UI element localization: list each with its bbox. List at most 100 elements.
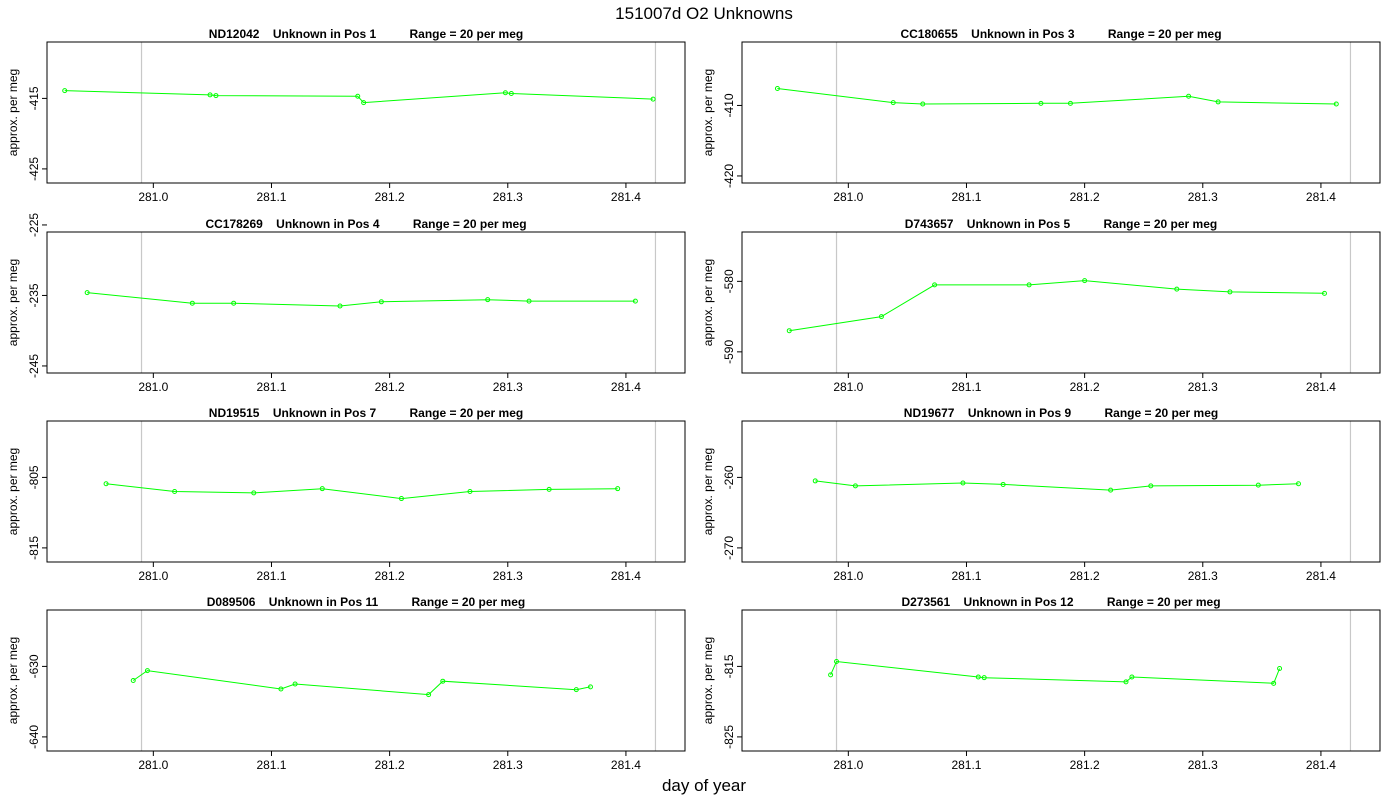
data-point	[144, 668, 150, 674]
x-tick-label: 281.4	[1306, 380, 1336, 394]
data-point	[920, 101, 926, 107]
panel-title: ND19515 Unknown in Pos 7 Range = 20 per …	[209, 406, 523, 420]
panel-7: D089506 Unknown in Pos 11 Range = 20 per…	[6, 595, 686, 772]
data-point	[207, 92, 213, 98]
data-point	[1174, 286, 1180, 292]
data-point	[1129, 674, 1135, 680]
data-point	[981, 675, 987, 681]
panel-3: CC178269 Unknown in Pos 4 Range = 20 per…	[6, 213, 686, 394]
data-point	[1082, 278, 1088, 284]
data-point	[890, 100, 896, 106]
data-point	[932, 282, 938, 288]
data-point	[812, 478, 818, 484]
y-tick-label: -415	[27, 86, 41, 110]
series-line	[64, 90, 654, 104]
data-point	[337, 303, 343, 309]
series-line	[777, 88, 1337, 105]
x-tick-label: 281.2	[375, 380, 405, 394]
data-point	[189, 300, 195, 306]
series-line	[830, 660, 1281, 684]
panel-title: D743657 Unknown in Pos 5 Range = 20 per …	[905, 217, 1217, 231]
x-tick-label: 281.0	[138, 190, 168, 204]
x-tick-label: 281.3	[493, 190, 523, 204]
data-point	[1215, 99, 1221, 105]
y-tick-label: -630	[27, 654, 41, 678]
plot-frame	[741, 41, 1381, 184]
x-tick-label: 281.0	[833, 758, 863, 772]
data-point	[1227, 289, 1233, 295]
data-point	[1148, 483, 1154, 489]
x-tick-label: 281.1	[951, 758, 981, 772]
panel-2: CC180655 Unknown in Pos 3 Range = 20 per…	[701, 27, 1381, 204]
y-tick-label: -425	[27, 157, 41, 181]
data-point	[440, 678, 446, 684]
data-point	[960, 480, 966, 486]
x-tick-label: 281.4	[1306, 758, 1336, 772]
data-point	[632, 298, 638, 304]
y-tick-label: -815	[722, 654, 736, 678]
data-point	[975, 674, 981, 680]
x-tick-label: 281.3	[1188, 569, 1218, 583]
data-point	[172, 489, 178, 494]
data-point	[1277, 666, 1283, 672]
data-point	[786, 328, 792, 334]
panel-5: ND19515 Unknown in Pos 7 Range = 20 per …	[6, 406, 686, 583]
data-point	[650, 96, 656, 102]
series-line	[789, 280, 1325, 332]
x-tick-label: 281.3	[1188, 190, 1218, 204]
data-point	[774, 86, 780, 92]
x-tick-label: 281.4	[1306, 569, 1336, 583]
x-tick-label: 281.4	[611, 758, 641, 772]
x-tick-label: 281.1	[256, 380, 286, 394]
panel-title: ND19677 Unknown in Pos 9 Range = 20 per …	[904, 406, 1218, 420]
plot-frame	[741, 609, 1381, 752]
x-tick-label: 281.2	[1070, 190, 1100, 204]
x-tick-label: 281.1	[951, 380, 981, 394]
y-axis-label: approx. per meg	[701, 259, 715, 346]
data-point	[278, 686, 284, 692]
x-tick-label: 281.0	[138, 569, 168, 583]
plot-frame	[46, 609, 686, 752]
panel-title: CC178269 Unknown in Pos 4 Range = 20 per…	[205, 217, 526, 231]
x-tick-label: 281.4	[611, 190, 641, 204]
y-axis-label: approx. per meg	[6, 69, 20, 156]
x-tick-label: 281.0	[833, 190, 863, 204]
figure-title: 151007d O2 Unknowns	[615, 4, 793, 23]
x-tick-label: 281.0	[833, 380, 863, 394]
x-tick-label: 281.0	[138, 758, 168, 772]
plot-frame	[741, 420, 1381, 563]
data-point	[426, 692, 432, 698]
y-axis-label: approx. per meg	[6, 637, 20, 724]
series-line	[815, 480, 1299, 491]
x-tick-label: 281.3	[493, 758, 523, 772]
panel-4: D743657 Unknown in Pos 5 Range = 20 per …	[701, 217, 1381, 394]
x-tick-label: 281.1	[256, 190, 286, 204]
x-tick-label: 281.2	[1070, 380, 1100, 394]
y-tick-label: -245	[27, 354, 41, 378]
series-line	[106, 483, 618, 500]
x-tick-label: 281.3	[1188, 380, 1218, 394]
data-point	[1026, 282, 1032, 288]
data-point	[1186, 93, 1192, 99]
data-point	[84, 290, 90, 296]
y-tick-label: -640	[27, 725, 41, 749]
y-tick-label: -580	[722, 269, 736, 293]
y-tick-label: -225	[27, 213, 41, 237]
x-tick-label: 281.1	[256, 758, 286, 772]
data-point	[1067, 100, 1073, 106]
data-point	[834, 658, 840, 664]
data-point	[1108, 487, 1114, 493]
y-axis-label: approx. per meg	[701, 69, 715, 156]
x-tick-label: 281.2	[375, 569, 405, 583]
data-point	[828, 672, 834, 678]
x-tick-label: 281.3	[493, 380, 523, 394]
panel-8: D273561 Unknown in Pos 12 Range = 20 per…	[701, 595, 1381, 772]
data-point	[546, 486, 552, 492]
x-tick-label: 281.3	[1188, 758, 1218, 772]
data-point	[1333, 101, 1339, 107]
plot-frame	[46, 231, 686, 374]
data-point	[213, 93, 219, 99]
x-tick-label: 281.0	[138, 380, 168, 394]
y-axis-label: approx. per meg	[701, 448, 715, 535]
